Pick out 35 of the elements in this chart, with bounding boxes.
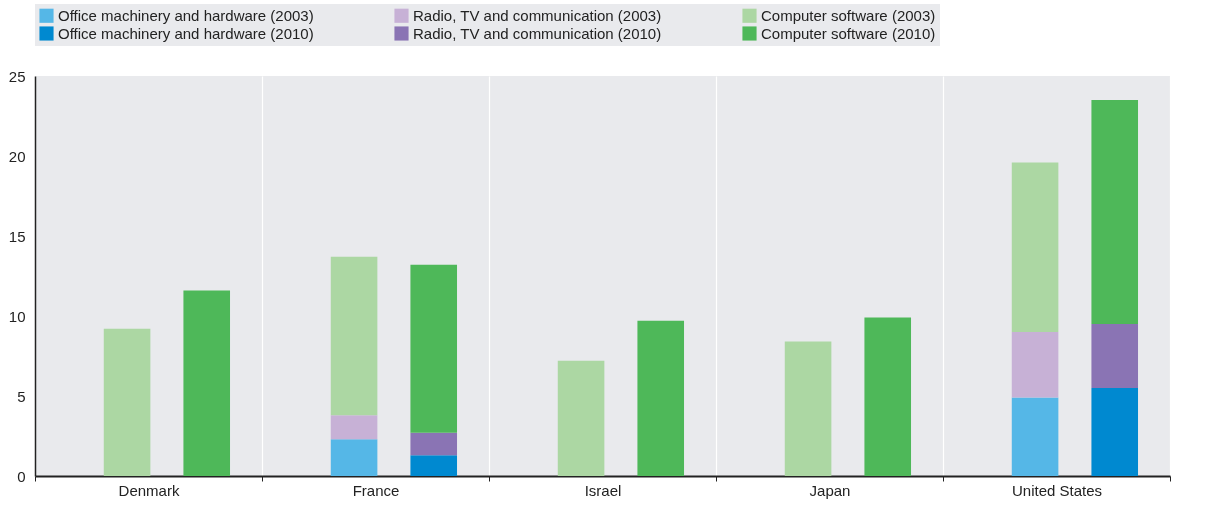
legend-label: Office machinery and hardware (2003) — [58, 6, 314, 24]
bar — [1091, 324, 1139, 388]
x-tick-label: United States — [1011, 481, 1103, 499]
x-tick-label: Denmark — [118, 481, 180, 499]
bar — [330, 439, 378, 476]
bar — [1091, 100, 1139, 324]
bar — [1011, 332, 1059, 398]
legend-label: Computer software (2010) — [761, 24, 936, 42]
bar — [103, 328, 151, 476]
x-tick-label: Japan — [809, 481, 851, 499]
bar — [330, 256, 378, 416]
y-tick-label: 10 — [8, 307, 26, 325]
legend-label: Radio, TV and communication (2003) — [413, 6, 662, 24]
legend-label: Computer software (2003) — [761, 6, 936, 24]
x-tick-label: Israel — [584, 481, 622, 499]
bar — [784, 341, 832, 476]
y-tick-label: 15 — [8, 227, 26, 245]
bar — [1011, 397, 1059, 476]
bar — [410, 264, 458, 433]
legend-label: Office machinery and hardware (2010) — [58, 24, 314, 42]
legend-label: Radio, TV and communication (2010) — [413, 24, 662, 42]
bar — [864, 317, 912, 476]
bar — [330, 415, 378, 440]
bar — [637, 320, 685, 476]
bar — [557, 360, 605, 476]
bar — [1091, 388, 1139, 476]
x-tick-label: France — [352, 481, 400, 499]
bar — [183, 290, 231, 476]
y-tick-label: 20 — [8, 147, 26, 165]
bar — [1011, 162, 1059, 332]
bar — [410, 432, 458, 456]
bar — [410, 455, 458, 476]
y-tick-label: 0 — [17, 467, 26, 485]
y-tick-label: 5 — [17, 387, 26, 405]
y-tick-label: 25 — [8, 67, 26, 85]
